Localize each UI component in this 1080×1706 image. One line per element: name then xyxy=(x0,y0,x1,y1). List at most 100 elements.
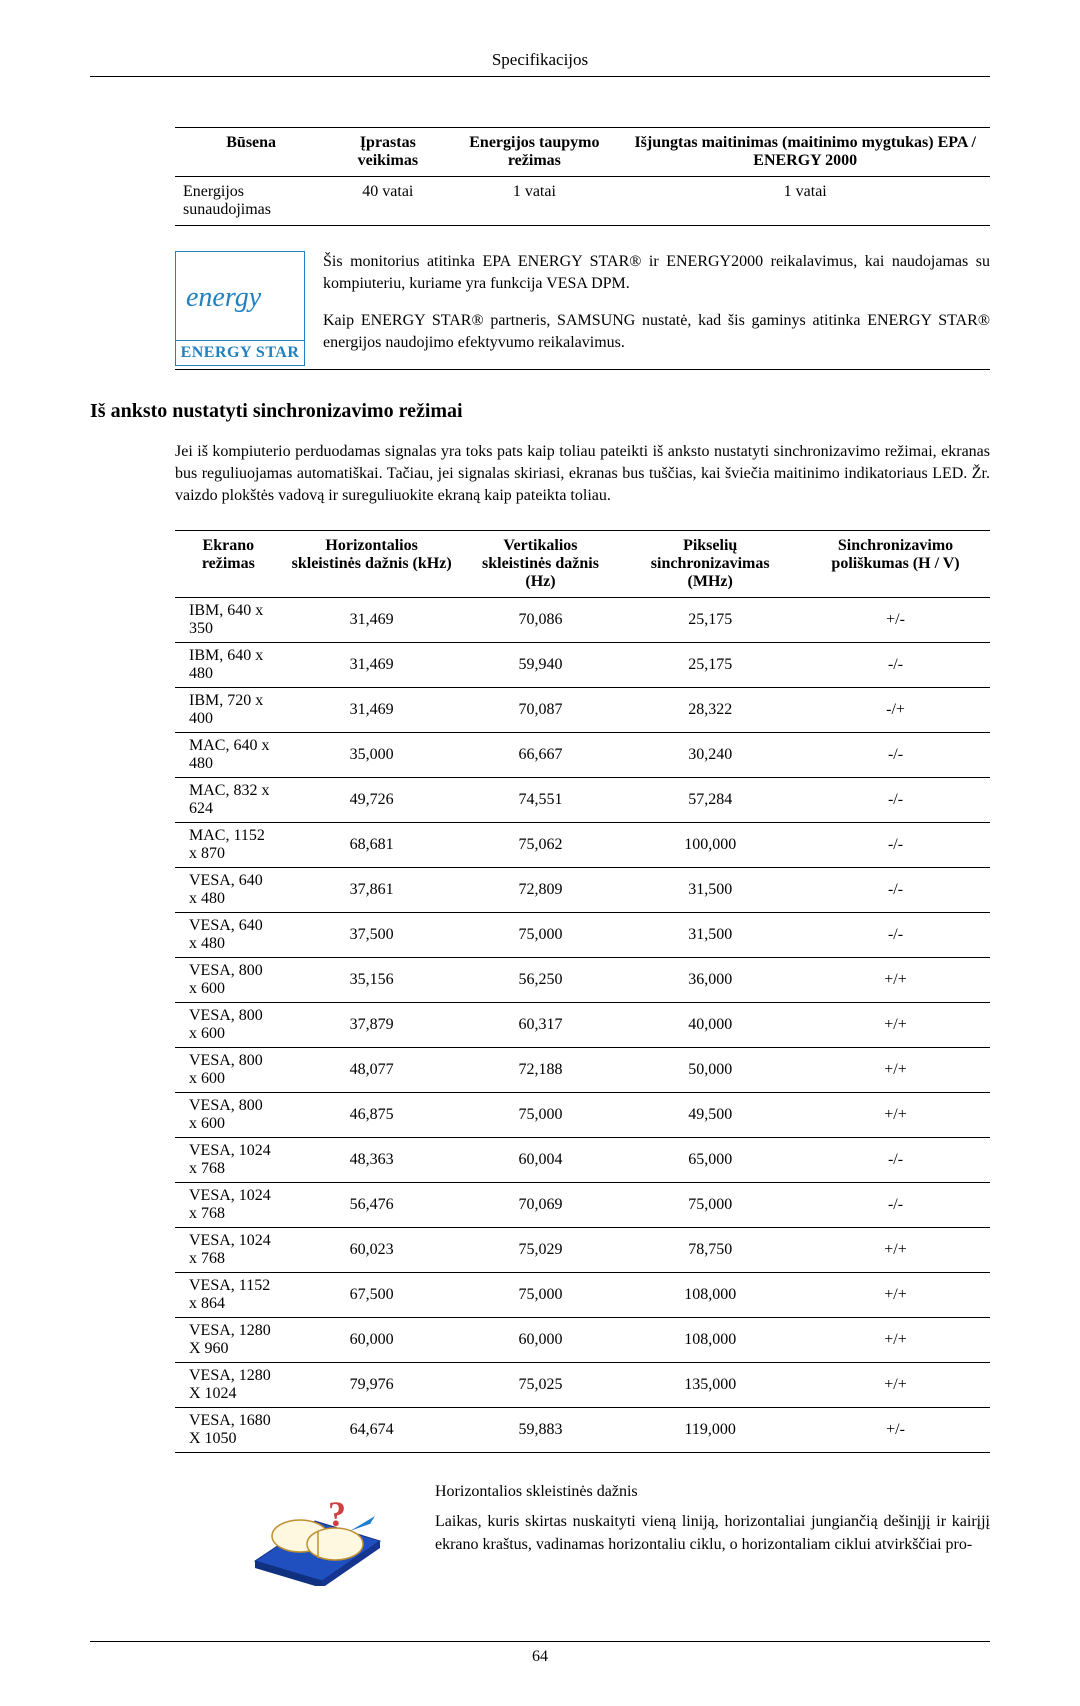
table-row: VESA, 640 x 48037,50075,00031,500-/- xyxy=(175,912,990,957)
table-row: MAC, 832 x 62449,72674,55157,284-/- xyxy=(175,777,990,822)
cell-mode: VESA, 1024 x 768 xyxy=(175,1182,282,1227)
cell-h: 35,156 xyxy=(282,957,462,1002)
table-row: VESA, 1024 x 76848,36360,00465,000-/- xyxy=(175,1137,990,1182)
cell-h: 31,469 xyxy=(282,642,462,687)
energy-para-2: Kaip ENERGY STAR® partneris, SAMSUNG nus… xyxy=(323,310,990,355)
cell-mode: VESA, 1680 X 1050 xyxy=(175,1407,282,1452)
energy-star-label: ENERGY STAR xyxy=(176,340,304,365)
cell-v: 70,086 xyxy=(462,597,620,642)
cell-p: 100,000 xyxy=(619,822,801,867)
cell-p: 30,240 xyxy=(619,732,801,777)
cell-v: 70,069 xyxy=(462,1182,620,1227)
cell-h: 37,879 xyxy=(282,1002,462,1047)
table-row: VESA, 1680 X 105064,67459,883119,000+/- xyxy=(175,1407,990,1452)
cell-p: 28,322 xyxy=(619,687,801,732)
section-content: Jei iš kompiuterio perduodamas signalas … xyxy=(175,441,990,1591)
cell-h: 60,000 xyxy=(282,1317,462,1362)
cell-v: 75,000 xyxy=(462,912,620,957)
cell-p: 25,175 xyxy=(619,642,801,687)
cell-mode: VESA, 800 x 600 xyxy=(175,1092,282,1137)
table-row: VESA, 800 x 60048,07772,18850,000+/+ xyxy=(175,1047,990,1092)
cell-h: 35,000 xyxy=(282,732,462,777)
cell-p: 78,750 xyxy=(619,1227,801,1272)
cell-h: 60,023 xyxy=(282,1227,462,1272)
cell-v: 59,883 xyxy=(462,1407,620,1452)
energy-star-section: energy ENERGY STAR Šis monitorius atitin… xyxy=(175,251,990,370)
cell-v: 70,087 xyxy=(462,687,620,732)
cell-p: 40,000 xyxy=(619,1002,801,1047)
cell-s: +/+ xyxy=(801,1047,990,1092)
energy-para-1: Šis monitorius atitinka EPA ENERGY STAR®… xyxy=(323,251,990,296)
table-row: IBM, 720 x 40031,46970,08728,322-/+ xyxy=(175,687,990,732)
cell-h: 68,681 xyxy=(282,822,462,867)
cell-mode: VESA, 1280 X 960 xyxy=(175,1317,282,1362)
cell-mode: MAC, 832 x 624 xyxy=(175,777,282,822)
cell-s: -/- xyxy=(801,732,990,777)
cell-s: +/+ xyxy=(801,1092,990,1137)
cell-s: +/+ xyxy=(801,1272,990,1317)
cell-p: 36,000 xyxy=(619,957,801,1002)
cell-s: -/- xyxy=(801,642,990,687)
cell-s: +/+ xyxy=(801,1362,990,1407)
cell-off: 1 vatai xyxy=(620,177,990,226)
table-row: MAC, 1152 x 87068,68175,062100,000-/- xyxy=(175,822,990,867)
cell-h: 37,500 xyxy=(282,912,462,957)
cell-normal: 40 vatai xyxy=(327,177,448,226)
cell-h: 79,976 xyxy=(282,1362,462,1407)
cell-h: 48,363 xyxy=(282,1137,462,1182)
cell-v: 75,062 xyxy=(462,822,620,867)
cell-mode: VESA, 800 x 600 xyxy=(175,1047,282,1092)
cell-mode: VESA, 640 x 480 xyxy=(175,867,282,912)
footnote-body: Laikas, kuris skirtas nuskaityti vieną l… xyxy=(435,1511,990,1556)
page-footer: 64 xyxy=(90,1641,990,1666)
cell-s: +/+ xyxy=(801,1227,990,1272)
energy-star-text: Šis monitorius atitinka EPA ENERGY STAR®… xyxy=(323,251,990,369)
footnote-title: Horizontalios skleistinės dažnis xyxy=(435,1481,990,1503)
cell-mode: VESA, 800 x 600 xyxy=(175,1002,282,1047)
timing-modes-table: Ekrano režimas Horizontalios skleistinės… xyxy=(175,530,990,1453)
cell-h: 46,875 xyxy=(282,1092,462,1137)
table-row: VESA, 1024 x 76856,47670,06975,000-/- xyxy=(175,1182,990,1227)
cell-v: 59,940 xyxy=(462,642,620,687)
table-row: MAC, 640 x 48035,00066,66730,240-/- xyxy=(175,732,990,777)
cell-s: +/- xyxy=(801,1407,990,1452)
cell-h: 56,476 xyxy=(282,1182,462,1227)
table-row: VESA, 1280 X 102479,97675,025135,000+/+ xyxy=(175,1362,990,1407)
col-pixel: Pikselių sinchronizavimas (MHz) xyxy=(619,530,801,597)
cell-h: 37,861 xyxy=(282,867,462,912)
cell-v: 74,551 xyxy=(462,777,620,822)
table-header-row: Būsena Įprastas veikimas Energijos taupy… xyxy=(175,128,990,177)
col-normal: Įprastas veikimas xyxy=(327,128,448,177)
power-consumption-table: Būsena Įprastas veikimas Energijos taupy… xyxy=(175,127,990,226)
cell-p: 25,175 xyxy=(619,597,801,642)
cell-p: 75,000 xyxy=(619,1182,801,1227)
cell-p: 49,500 xyxy=(619,1092,801,1137)
energy-star-logo: energy ENERGY STAR xyxy=(175,251,305,366)
cell-p: 50,000 xyxy=(619,1047,801,1092)
table-row: VESA, 800 x 60035,15656,25036,000+/+ xyxy=(175,957,990,1002)
cell-mode: VESA, 800 x 600 xyxy=(175,957,282,1002)
cell-s: +/+ xyxy=(801,1002,990,1047)
cell-s: +/+ xyxy=(801,957,990,1002)
cell-label: Energijos sunaudojimas xyxy=(175,177,327,226)
cell-p: 135,000 xyxy=(619,1362,801,1407)
cell-mode: MAC, 640 x 480 xyxy=(175,732,282,777)
page-header-title: Specifikacijos xyxy=(90,50,990,76)
col-mode: Ekrano režimas xyxy=(175,530,282,597)
intro-paragraph: Jei iš kompiuterio perduodamas signalas … xyxy=(175,441,990,508)
col-vfreq: Vertikalios skleistinės dažnis (Hz) xyxy=(462,530,620,597)
cell-mode: MAC, 1152 x 870 xyxy=(175,822,282,867)
cell-s: -/- xyxy=(801,1182,990,1227)
cell-s: -/- xyxy=(801,912,990,957)
col-saving: Energijos taupymo režimas xyxy=(448,128,620,177)
footnote-section: ? Horizontalios skleistinės dažnis Laika… xyxy=(235,1481,990,1591)
energy-star-script-icon: energy xyxy=(186,282,261,314)
cell-h: 48,077 xyxy=(282,1047,462,1092)
cell-h: 49,726 xyxy=(282,777,462,822)
info-book-icon: ? xyxy=(235,1481,405,1591)
cell-s: -/- xyxy=(801,777,990,822)
table-row: Energijos sunaudojimas 40 vatai 1 vatai … xyxy=(175,177,990,226)
table-row: IBM, 640 x 48031,46959,94025,175-/- xyxy=(175,642,990,687)
cell-v: 72,188 xyxy=(462,1047,620,1092)
table-row: VESA, 1152 x 86467,50075,000108,000+/+ xyxy=(175,1272,990,1317)
